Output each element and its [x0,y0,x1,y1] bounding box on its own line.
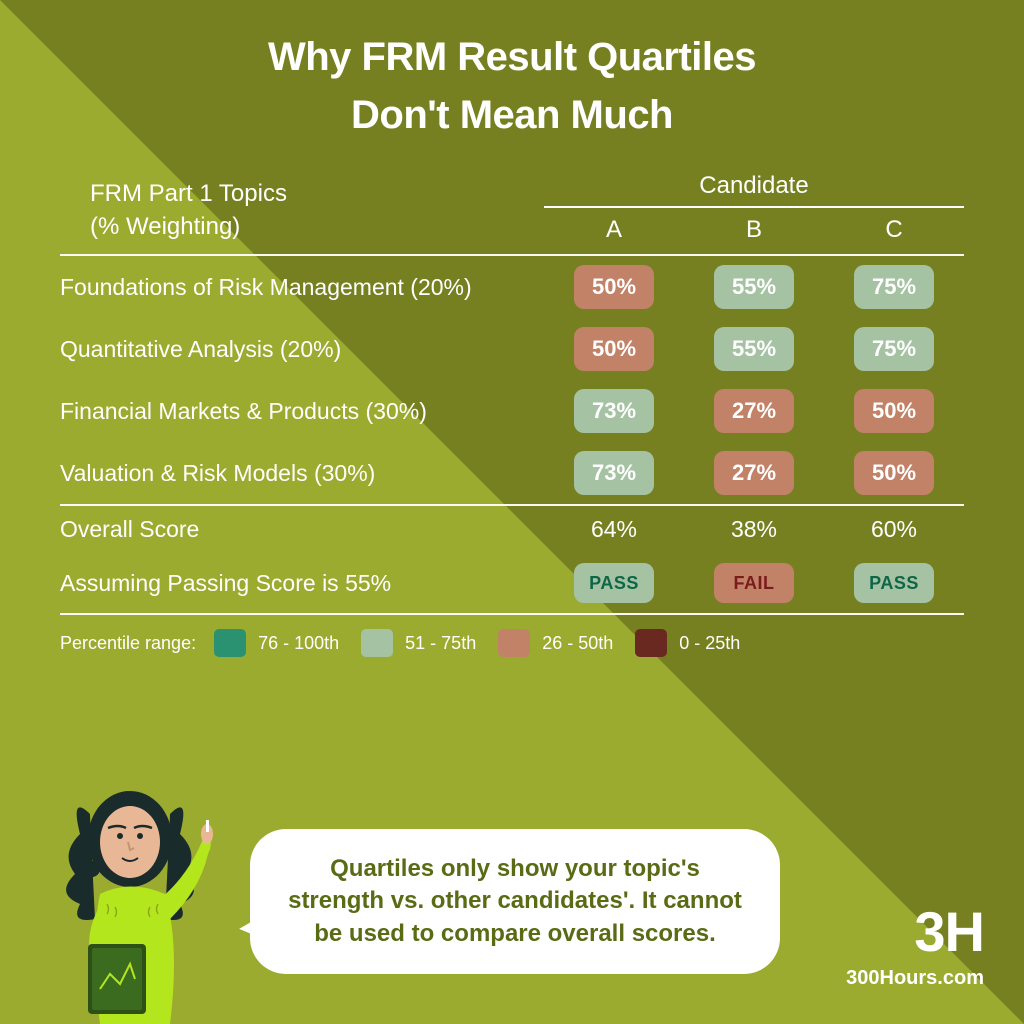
score-cell: 73% [574,389,654,433]
topic-label: Quantitative Analysis (20%) [60,336,544,363]
person-illustration [30,764,250,1024]
score-cell: 73% [574,451,654,495]
divider-top [60,254,964,256]
fail-badge: FAIL [714,563,794,603]
row-cells: 73% 27% 50% [544,451,964,495]
overall-score-c: 60% [824,516,964,543]
data-rows: Foundations of Risk Management (20%)50%5… [60,256,964,504]
topic-label: Valuation & Risk Models (30%) [60,460,544,487]
score-cell: 50% [854,389,934,433]
legend-swatch [214,629,246,657]
passing-cells: PASS FAIL PASS [544,563,964,603]
legend-range-text: 26 - 50th [542,633,613,654]
score-cell: 50% [574,265,654,309]
overall-score-label: Overall Score [60,516,544,543]
topic-label: Foundations of Risk Management (20%) [60,274,544,301]
score-cell: 75% [854,327,934,371]
cell-wrap: 73% [544,389,684,433]
pass-badge: PASS [574,563,654,603]
speech-text: Quartiles only show your topic's strengt… [288,855,742,947]
divider-mid [60,504,964,506]
legend-label: Percentile range: [60,633,196,654]
row-cells: 73% 27% 50% [544,389,964,433]
topics-header-line-1: FRM Part 1 Topics [90,180,287,207]
candidate-header-block: Candidate A B C [544,172,964,244]
candidate-col-c: C [824,216,964,244]
overall-score-row: Overall Score 64% 38% 60% [60,506,964,553]
cell-wrap: 75% [824,327,964,371]
legend-range-text: 0 - 25th [679,633,740,654]
badge-wrap: FAIL [684,563,824,603]
topics-column-header: FRM Part 1 Topics (% Weighting) [60,177,544,244]
table-header-row: FRM Part 1 Topics (% Weighting) Candidat… [60,172,964,244]
cell-wrap: 27% [684,389,824,433]
row-cells: 50% 55% 75% [544,327,964,371]
cell-wrap: 27% [684,451,824,495]
legend-range-text: 51 - 75th [405,633,476,654]
cell-wrap: 50% [824,451,964,495]
cell-wrap: 75% [824,265,964,309]
candidate-header-label: Candidate [544,172,964,200]
topics-header-line-2: (% Weighting) [90,213,240,240]
table-row: Quantitative Analysis (20%) 50% 55% 75% [60,318,964,380]
cell-wrap: 50% [824,389,964,433]
table-row: Financial Markets & Products (30%) 73% 27%… [60,380,964,442]
divider-bottom [60,613,964,615]
overall-score-cells: 64% 38% 60% [544,516,964,543]
badge-wrap: PASS [544,563,684,603]
candidate-col-b: B [684,216,824,244]
page-title: Why FRM Result Quartiles Don't Mean Much [0,0,1024,144]
overall-score-b: 38% [684,516,824,543]
cell-wrap: 73% [544,451,684,495]
table-row: Valuation & Risk Models (30%) 73% 27% 50% [60,442,964,504]
score-cell: 55% [714,265,794,309]
title-line-1: Why FRM Result Quartiles [268,35,756,79]
legend-range-text: 76 - 100th [258,633,339,654]
legend-swatch [361,629,393,657]
score-cell: 50% [854,451,934,495]
passing-label: Assuming Passing Score is 55% [60,570,544,597]
legend-swatch [498,629,530,657]
badge-wrap: PASS [824,563,964,603]
score-cell: 55% [714,327,794,371]
legend-swatch [635,629,667,657]
cell-wrap: 50% [544,265,684,309]
brand-url: 300Hours.com [846,967,984,990]
candidate-underline [544,206,964,208]
results-table: FRM Part 1 Topics (% Weighting) Candidat… [60,172,964,657]
pass-badge: PASS [854,563,934,603]
cell-wrap: 55% [684,265,824,309]
brand-logo: 3H [914,899,984,964]
score-cell: 27% [714,389,794,433]
overall-score-a: 64% [544,516,684,543]
table-row: Foundations of Risk Management (20%)50%5… [60,256,964,318]
candidate-columns: A B C [544,216,964,244]
cell-wrap: 55% [684,327,824,371]
speech-bubble: Quartiles only show your topic's strengt… [250,829,780,974]
main-container: Why FRM Result Quartiles Don't Mean Much… [0,0,1024,1024]
topic-label: Financial Markets & Products (30%) [60,398,544,425]
candidate-col-a: A [544,216,684,244]
title-line-2: Don't Mean Much [351,93,673,137]
score-cell: 75% [854,265,934,309]
score-cell: 50% [574,327,654,371]
row-cells: 50% 55% 75% [544,265,964,309]
percentile-legend: Percentile range: 76 - 100th 51 - 75th 26 … [60,629,964,657]
score-cell: 27% [714,451,794,495]
passing-row: Assuming Passing Score is 55% PASSFAILPA… [60,553,964,613]
cell-wrap: 50% [544,327,684,371]
